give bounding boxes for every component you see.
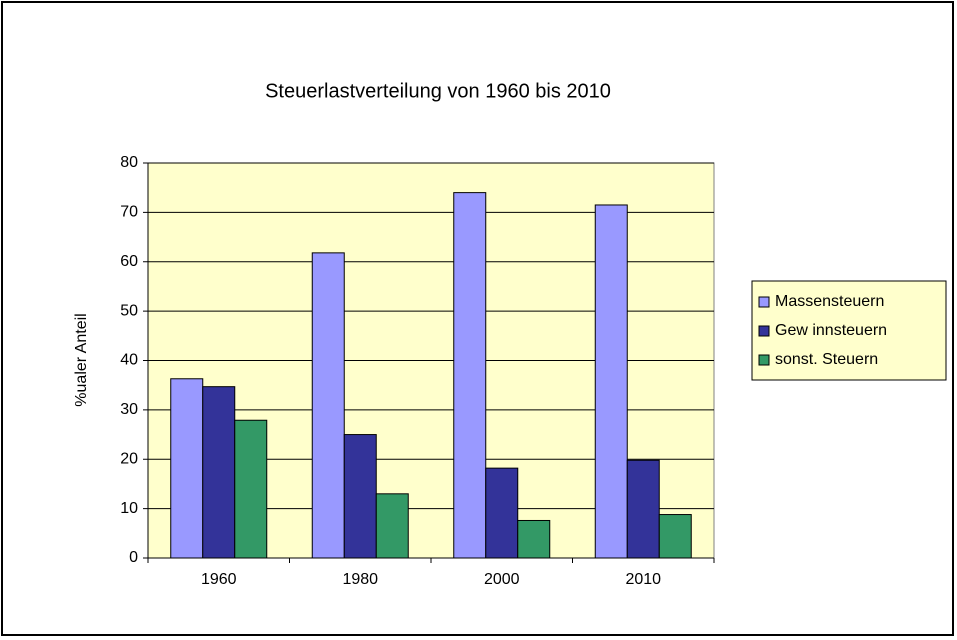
chart-title: Steuerlastverteilung von 1960 bis 2010 — [265, 80, 611, 102]
bar — [234, 419, 268, 559]
x-tick-label: 2010 — [625, 571, 661, 588]
legend-swatch — [758, 296, 770, 308]
legend-box — [751, 280, 947, 381]
bar — [170, 378, 204, 559]
bar — [658, 514, 692, 559]
y-tick-label: 70 — [120, 204, 138, 221]
bar — [202, 386, 236, 559]
x-tick-label: 2000 — [484, 571, 520, 588]
bar — [594, 204, 628, 559]
y-tick-label: 20 — [120, 450, 138, 467]
bar — [626, 459, 660, 559]
y-tick-label: 30 — [120, 401, 138, 418]
bar — [343, 434, 377, 559]
x-tick-label: 1980 — [342, 571, 378, 588]
bar — [311, 252, 345, 559]
y-axis-label: %ualer Anteil — [73, 313, 90, 406]
legend-swatch — [758, 354, 770, 366]
y-tick-label: 10 — [120, 500, 138, 517]
legend-label: Gew innsteuern — [775, 322, 887, 339]
y-tick-label: 40 — [120, 352, 138, 369]
legend-swatch — [758, 325, 770, 337]
y-tick-label: 60 — [120, 253, 138, 270]
legend-label: Massensteuern — [775, 293, 884, 310]
bar — [517, 519, 551, 559]
x-tick-label: 1960 — [201, 571, 237, 588]
y-tick-label: 0 — [129, 549, 138, 566]
y-tick-label: 80 — [120, 154, 138, 171]
bar — [453, 192, 487, 559]
legend-label: sonst. Steuern — [775, 351, 878, 368]
bar — [375, 493, 409, 559]
y-tick-label: 50 — [120, 302, 138, 319]
bar — [485, 467, 519, 559]
